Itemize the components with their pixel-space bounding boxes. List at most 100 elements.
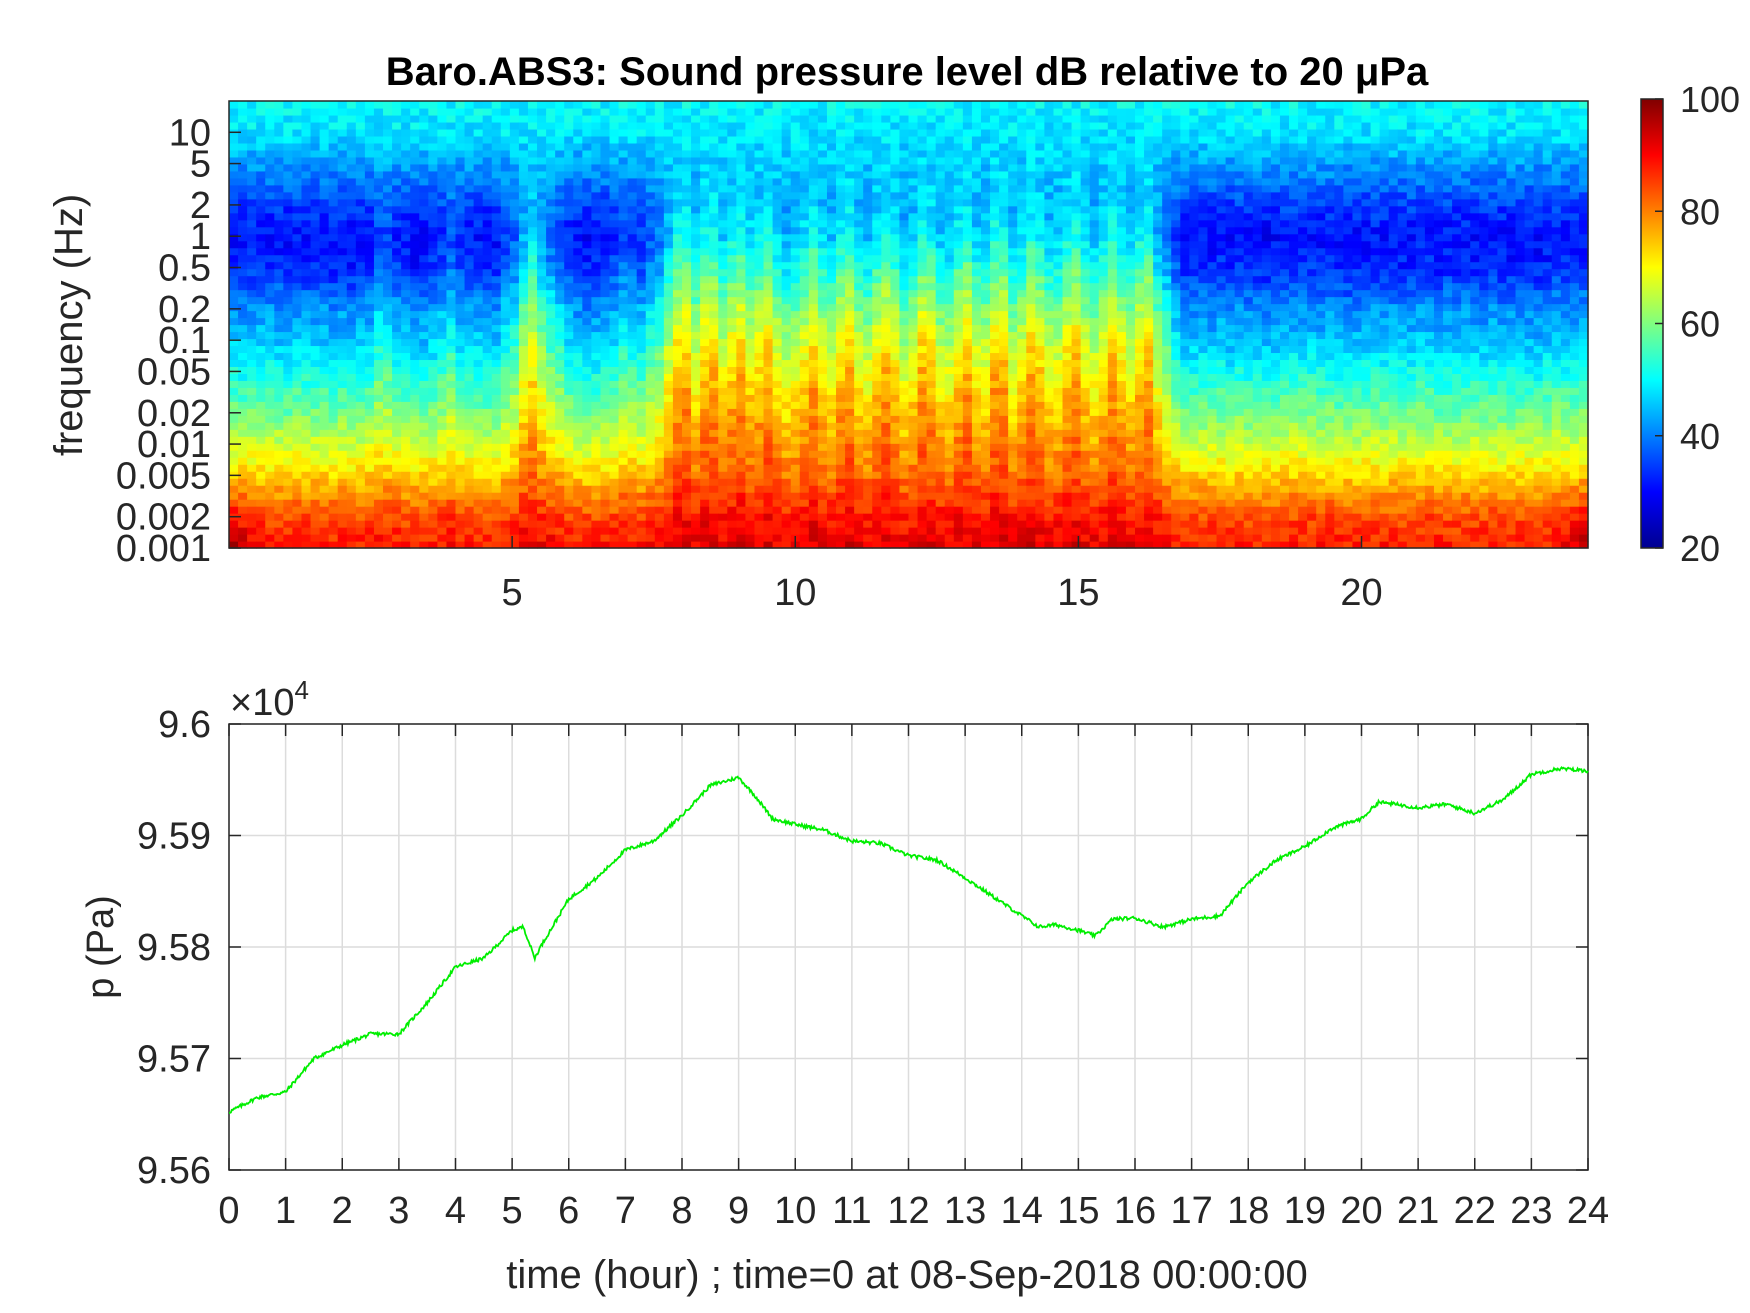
heatmap-cell: [663, 254, 674, 263]
heatmap-cell: [473, 506, 484, 514]
heatmap-cell: [319, 303, 330, 312]
heatmap-cell: [301, 163, 312, 172]
heatmap-cell: [238, 114, 248, 123]
heatmap-cell: [872, 268, 882, 277]
heatmap-cell: [265, 296, 275, 305]
heatmap-cell: [537, 170, 547, 179]
heatmap-cell: [727, 219, 737, 228]
heatmap-cell: [917, 177, 928, 186]
heatmap-cell: [872, 457, 882, 465]
heatmap-cell: [745, 324, 756, 333]
heatmap-cell: [392, 408, 402, 416]
heatmap-cell: [310, 163, 321, 172]
heatmap-cell: [808, 345, 819, 354]
heatmap-cell: [600, 324, 611, 333]
heatmap-cell: [428, 387, 438, 395]
heatmap-cell: [709, 240, 719, 249]
heatmap-cell: [346, 268, 357, 277]
heatmap-cell: [573, 520, 583, 528]
heatmap-cell: [464, 142, 475, 151]
heatmap-cell: [808, 408, 819, 416]
heatmap-cell: [527, 394, 538, 402]
heatmap-cell: [609, 177, 620, 186]
heatmap-cell: [872, 541, 882, 549]
heatmap-cell: [808, 527, 819, 535]
heatmap-cell: [845, 219, 855, 228]
heatmap-cell: [600, 142, 611, 151]
chart-title: Baro.ABS3: Sound pressure level dB relat…: [386, 50, 1429, 94]
heatmap-cell: [238, 366, 248, 374]
heatmap-cell: [718, 387, 728, 395]
heatmap-cell: [292, 366, 303, 374]
heatmap-cell: [627, 142, 638, 151]
heatmap-cell: [346, 492, 357, 500]
heatmap-cell: [754, 324, 765, 333]
heatmap-cell: [645, 268, 656, 277]
heatmap-cell: [518, 128, 529, 137]
heatmap-cell: [781, 142, 792, 151]
heatmap-cell: [691, 233, 701, 242]
heatmap-cell: [781, 107, 792, 116]
heatmap-cell: [745, 303, 756, 312]
heatmap-cell: [799, 394, 810, 402]
heatmap-cell: [537, 394, 547, 402]
heatmap-cell: [899, 471, 910, 479]
heatmap-cell: [736, 205, 747, 214]
heatmap-cell: [682, 219, 692, 228]
heatmap-cell: [799, 303, 810, 312]
heatmap-cell: [808, 534, 819, 542]
heatmap-cell: [355, 450, 366, 458]
heatmap-cell: [301, 282, 312, 291]
heatmap-cell: [328, 247, 339, 256]
heatmap-cell: [654, 107, 665, 116]
heatmap-cell: [908, 163, 919, 172]
heatmap-cell: [890, 527, 901, 535]
heatmap-cell: [781, 506, 792, 514]
heatmap-cell: [383, 184, 393, 193]
heatmap-cell: [763, 121, 774, 130]
heatmap-cell: [383, 114, 393, 123]
heatmap-cell: [781, 520, 792, 528]
heatmap-cell: [808, 387, 819, 395]
heatmap-cell: [546, 317, 556, 326]
heatmap-cell: [845, 212, 855, 221]
heatmap-cell: [337, 464, 348, 472]
heatmap-cell: [256, 219, 266, 228]
heatmap-cell: [836, 485, 846, 493]
heatmap-cell: [247, 415, 257, 423]
heatmap-cell: [546, 527, 556, 535]
heatmap-cell: [627, 149, 638, 158]
heatmap-cell: [518, 212, 529, 221]
heatmap-cell: [446, 436, 457, 444]
heatmap-cell: [229, 303, 239, 312]
heatmap-cell: [881, 429, 891, 437]
heatmap-cell: [283, 198, 294, 207]
heatmap-cell: [926, 289, 937, 298]
heatmap-cell: [464, 317, 475, 326]
heatmap-cell: [518, 450, 529, 458]
heatmap-cell: [364, 541, 375, 549]
heatmap-cell: [627, 121, 638, 130]
heatmap-cell: [301, 401, 312, 409]
heatmap-cell: [926, 457, 937, 465]
heatmap-cell: [229, 254, 239, 263]
heatmap-cell: [763, 471, 774, 479]
heatmap-cell: [573, 443, 583, 451]
heatmap-cell: [836, 541, 846, 549]
heatmap-cell: [908, 345, 919, 354]
heatmap-cell: [609, 387, 620, 395]
heatmap-cell: [600, 268, 611, 277]
heatmap-cell: [700, 436, 710, 444]
heatmap-cell: [718, 177, 728, 186]
heatmap-cell: [709, 478, 719, 486]
heatmap-cell: [817, 289, 828, 298]
heatmap-cell: [500, 282, 511, 291]
heatmap-cell: [609, 296, 620, 305]
heatmap-cell: [364, 170, 375, 179]
heatmap-cell: [926, 107, 937, 116]
heatmap-cell: [745, 401, 756, 409]
heatmap-cell: [337, 135, 348, 144]
heatmap-cell: [546, 450, 556, 458]
heatmap-cell: [373, 527, 384, 535]
heatmap-cell: [491, 170, 502, 179]
